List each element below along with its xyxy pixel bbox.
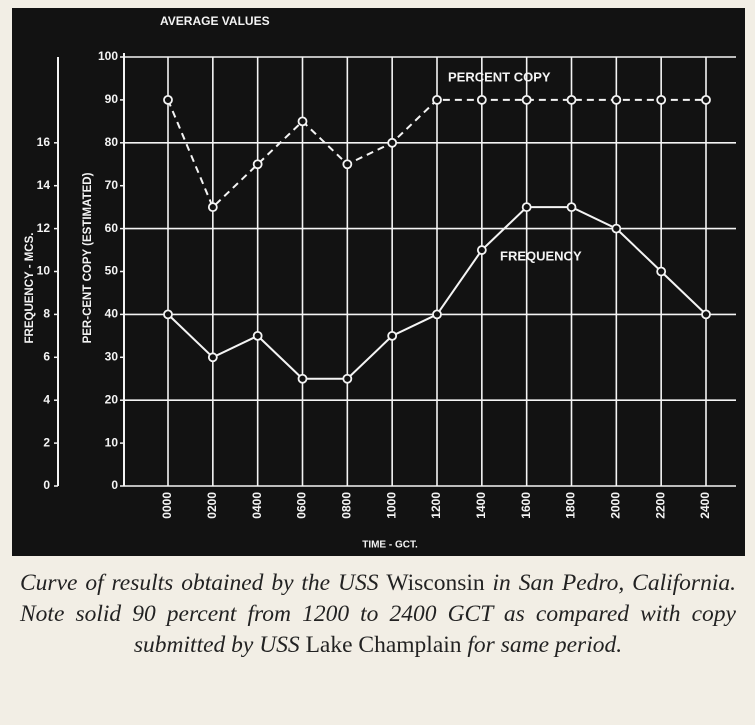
data-point xyxy=(432,95,442,105)
caption-segment: Wisconsin xyxy=(386,570,485,596)
data-point xyxy=(252,330,263,341)
data-point xyxy=(387,137,398,148)
x-tick-label: 1600 xyxy=(519,492,533,519)
y2-axis-label: FREQUENCY - MCS. xyxy=(24,233,36,344)
caption: Curve of results obtained by the USS Wis… xyxy=(20,568,736,661)
caption-segment: for same period. xyxy=(461,632,623,658)
data-point xyxy=(342,373,353,384)
data-point xyxy=(611,223,622,234)
x-tick-label: 1400 xyxy=(474,492,488,519)
y-tick-label: 100 xyxy=(98,49,118,63)
y2-tick-label: 2 xyxy=(43,435,50,449)
data-point xyxy=(566,202,577,213)
chart-background xyxy=(12,8,745,556)
y2-tick-label: 8 xyxy=(43,307,50,321)
data-point xyxy=(297,116,308,127)
x-tick-label: 2200 xyxy=(653,492,667,519)
caption-segment: in San Pedro, California. Note solid 90 … xyxy=(20,570,736,658)
data-point xyxy=(207,202,218,213)
y2-tick-label: 10 xyxy=(37,264,51,278)
data-point xyxy=(701,95,711,105)
data-point xyxy=(701,309,711,320)
y-tick-label: 40 xyxy=(105,307,119,321)
data-point xyxy=(521,95,532,105)
y-tick-label: 50 xyxy=(105,264,119,278)
data-point xyxy=(342,159,353,170)
caption-segment: Curve of results obtained by the USS xyxy=(20,570,387,596)
y2-tick-label: 16 xyxy=(37,135,51,149)
chart: AVERAGE VALUES TIME - GCT. PER-CENT COPY… xyxy=(12,8,745,556)
x-tick-label: 2000 xyxy=(609,492,623,519)
x-tick-label: 2400 xyxy=(698,492,712,519)
y-axis-label: PER-CENT COPY (ESTIMATED) xyxy=(82,172,94,343)
y-tick-label: 10 xyxy=(105,435,119,449)
data-point xyxy=(521,202,532,213)
data-point xyxy=(476,245,487,255)
x-tick-label: 0200 xyxy=(205,492,219,519)
y2-tick-label: 4 xyxy=(43,392,50,406)
data-point xyxy=(656,266,667,277)
x-tick-label: 1800 xyxy=(564,492,578,519)
data-point xyxy=(163,309,173,320)
data-point xyxy=(656,95,667,105)
series-annotation: PERCENT COPY xyxy=(448,69,551,84)
data-point xyxy=(387,330,398,341)
y2-tick-label: 14 xyxy=(37,178,51,192)
data-point xyxy=(611,95,622,105)
x-tick-label: 0600 xyxy=(295,492,309,519)
x-tick-label: 1200 xyxy=(429,492,443,519)
x-tick-label: 1000 xyxy=(384,492,398,519)
x-tick-label: 0400 xyxy=(250,492,264,519)
y2-tick-label: 12 xyxy=(37,221,51,235)
y-tick-label: 20 xyxy=(105,392,119,406)
x-tick-label: 0000 xyxy=(160,492,174,519)
y2-tick-label: 0 xyxy=(43,478,50,492)
caption-segment: Lake Champlain xyxy=(305,632,462,658)
y-tick-label: 90 xyxy=(105,92,119,106)
data-point xyxy=(566,95,577,105)
data-point xyxy=(476,95,487,105)
y-tick-label: 0 xyxy=(111,478,118,492)
data-point xyxy=(163,95,173,105)
y-tick-label: 80 xyxy=(105,135,119,149)
y-tick-label: 60 xyxy=(105,221,119,235)
data-point xyxy=(432,309,442,320)
y-tick-label: 30 xyxy=(105,349,119,363)
y-tick-label: 70 xyxy=(105,178,119,192)
x-axis-label: TIME - GCT. xyxy=(362,540,418,551)
data-point xyxy=(297,373,308,384)
chart-title: AVERAGE VALUES xyxy=(160,14,270,28)
series-annotation: FREQUENCY xyxy=(500,248,582,263)
data-point xyxy=(252,159,263,170)
x-tick-label: 0800 xyxy=(340,492,354,519)
y2-tick-label: 6 xyxy=(43,349,50,363)
data-point xyxy=(207,352,218,363)
